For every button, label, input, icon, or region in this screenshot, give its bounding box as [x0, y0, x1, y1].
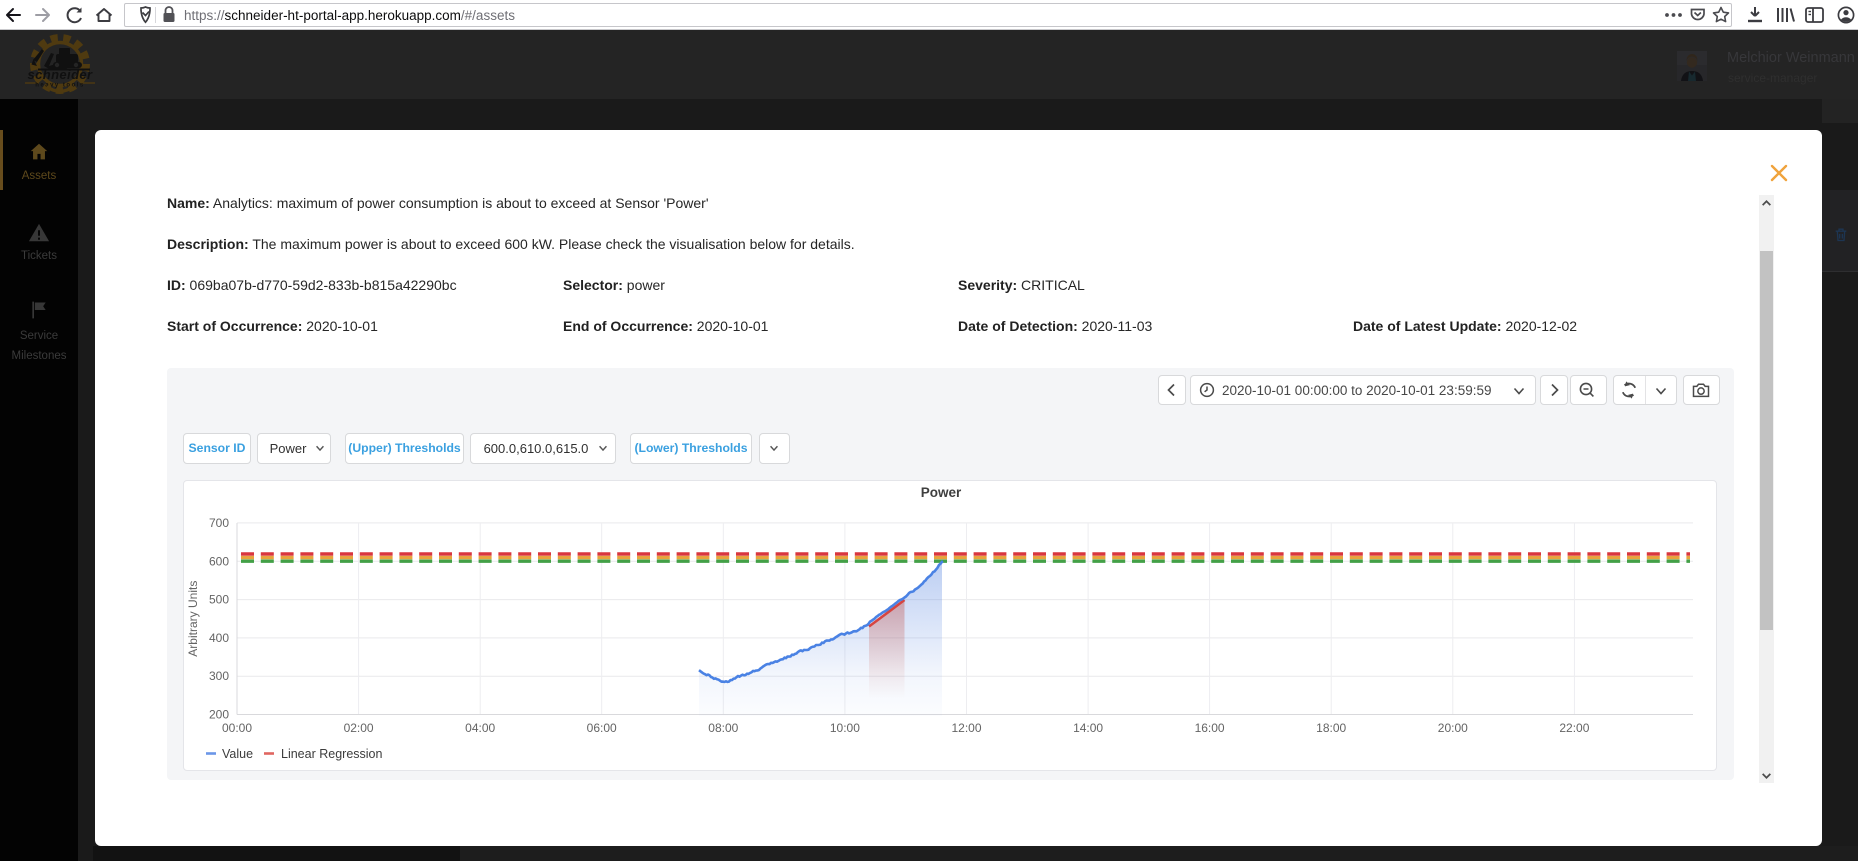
svg-text:14:00: 14:00	[1073, 721, 1103, 735]
svg-text:Power: Power	[921, 485, 962, 500]
svg-text:600: 600	[209, 554, 229, 568]
svg-text:700: 700	[209, 516, 229, 530]
svg-text:22:00: 22:00	[1559, 721, 1589, 735]
svg-text:Arbitrary Units: Arbitrary Units	[186, 581, 200, 657]
svg-text:10:00: 10:00	[830, 721, 860, 735]
svg-text:500: 500	[209, 593, 229, 607]
svg-text:08:00: 08:00	[708, 721, 738, 735]
svg-text:06:00: 06:00	[587, 721, 617, 735]
svg-text:200: 200	[209, 708, 229, 722]
svg-text:00:00: 00:00	[222, 721, 252, 735]
svg-text:Linear Regression: Linear Regression	[281, 747, 382, 761]
svg-text:Value: Value	[222, 747, 253, 761]
svg-text:heavy tools: heavy tools	[35, 83, 85, 89]
svg-text:04:00: 04:00	[465, 721, 495, 735]
svg-text:20:00: 20:00	[1438, 721, 1468, 735]
svg-text:02:00: 02:00	[344, 721, 374, 735]
svg-text:400: 400	[209, 631, 229, 645]
svg-text:16:00: 16:00	[1195, 721, 1225, 735]
svg-text:12:00: 12:00	[951, 721, 981, 735]
svg-text:schneider: schneider	[27, 67, 93, 82]
svg-text:18:00: 18:00	[1316, 721, 1346, 735]
svg-text:300: 300	[209, 669, 229, 683]
